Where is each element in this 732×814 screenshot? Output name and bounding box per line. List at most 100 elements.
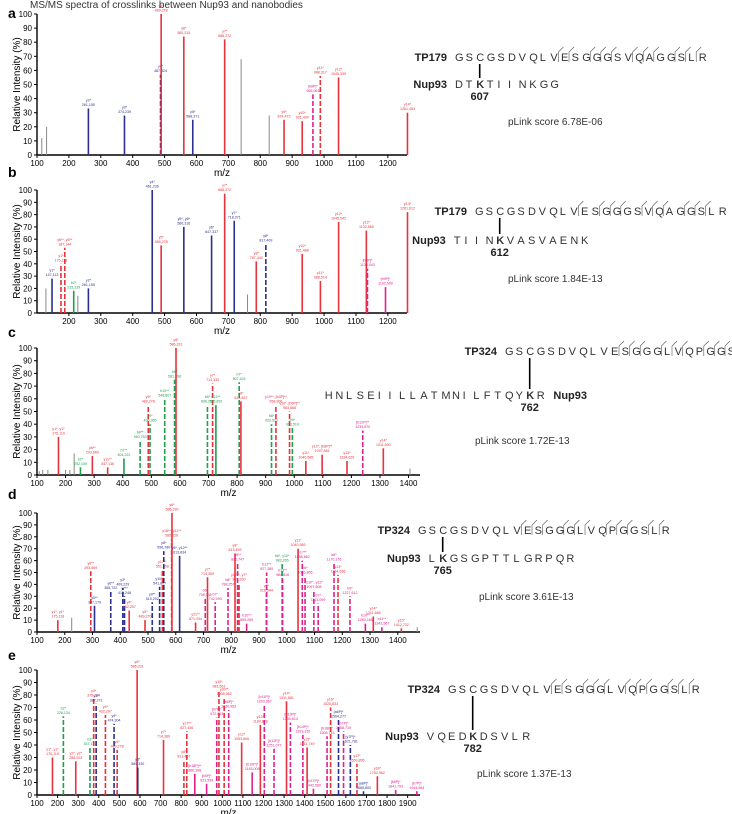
residue: L [399,390,405,402]
peak-label: y8* [238,391,244,395]
peak: y19**, [b3P]**958,906 [265,395,287,475]
residue: S [698,206,705,218]
peak-label: y12* [335,67,343,71]
fragment-mark [635,678,642,694]
peak-label: y9** [149,592,156,596]
residue: V [618,684,626,696]
peak: b11**1342,567 [374,617,389,632]
residue: F [484,390,491,402]
peak: y7*688,372 [218,184,231,313]
fragment-mark [641,200,648,216]
x-tick-label: 800 [174,799,188,808]
peak-label: [a6P]* [334,710,344,714]
panel-letter: a [8,5,16,21]
residue: G [649,684,658,696]
peak-label: [b18P]* [321,726,333,730]
residue: L [429,553,435,565]
y-tick-label: 30 [23,109,32,118]
peak-label: y8* [263,234,269,238]
y-axis-label: Relative Intensity (%) [12,364,23,458]
residue: N [486,235,494,247]
residue: Q [505,390,514,402]
fragment-mark [568,46,575,62]
residue: V [588,525,596,537]
residue: Q [492,525,501,537]
peak-label: y6* [173,338,179,342]
peak-value: 560,316 [177,221,190,225]
fragment-mark [688,678,695,694]
peak: y13*1184,626 [340,451,354,475]
peak: b9*993,519 [286,418,299,475]
peak: b17**1055,862 [295,551,310,632]
peak-label: b5* [172,370,178,374]
residue: L [577,525,583,537]
residue: H [325,390,333,402]
x-tick-label: 700 [202,479,216,488]
y-tick-label: 80 [23,211,32,220]
peak-value: 827,930 [233,578,246,582]
peak: y5*588,371 [186,110,199,155]
peak: y5*489,270 [139,610,152,632]
y-tick-label: 20 [23,446,32,455]
residue: V [550,52,558,64]
x-tick-label: 1200 [379,159,397,168]
peak: y6*647,337 [205,226,218,313]
fragment-mark [653,46,660,62]
residue: D [558,346,566,358]
peak: [b11P]*1203,967 [257,695,272,795]
residue: D [471,525,479,537]
residue: R [699,52,707,64]
peak: y12*1093,806 [234,733,249,795]
residue: S [429,525,436,537]
y-tick-label: 50 [23,248,32,257]
fragment-mark [584,519,591,535]
peak-value: 647,337 [205,230,218,234]
residue: L [590,346,596,358]
peak-label: y11* [317,271,325,275]
peak-value: 1311,686 [366,611,381,615]
peak: y17**827,436 [180,721,193,795]
x-tick-label: 500 [145,479,159,488]
residue: G [487,52,496,64]
y-tick-label: 80 [23,691,32,700]
residue: G [545,525,554,537]
peak-value: 175,118 [51,615,64,619]
peak-value: 1311,690 [376,443,391,447]
peak: b7*1113,099 [311,593,325,632]
residue: S [547,346,554,358]
fragment-mark [714,340,720,356]
residue: L [540,52,546,64]
peak: y11*1040,585 [298,451,313,475]
fragment-mark [678,678,684,694]
peak-value: 347,136 [101,462,114,466]
peak-value: 874,473 [278,114,291,118]
peak: y12*1045,542 [331,212,346,313]
residue: S [622,346,629,358]
peak-label: y16* [327,698,335,702]
peak: b9*495,365 [144,414,157,475]
fragment-mark [600,46,607,62]
peak: y14*1311,681 [279,691,294,795]
peak-value: 415,248 [118,591,131,595]
peak: [b8P]*1136,043 [360,259,375,313]
peak-value: 489,278 [155,240,168,244]
peak-label: b12** [262,563,271,567]
x-tick-label: 1300 [275,799,293,808]
peak-label: b10** [242,614,251,618]
peak-label: b9* [147,414,153,418]
peak: y8*813,457 [177,750,190,795]
peak: b10**1283,165 [358,614,373,632]
x-tick-label: 500 [158,317,172,326]
peak-label: y4* [127,601,133,605]
residue: L [533,684,539,696]
y-tick-label: 50 [23,81,32,90]
peak-value: 589,330 [131,762,144,766]
peak-label: b10** [361,614,370,618]
peak: [b9P]*1192,590 [378,277,393,313]
fragment-mark [611,46,617,62]
peak-value: 1564,277 [331,715,346,719]
x-tick-label: 1100 [347,317,365,326]
residue: S [486,206,493,218]
peak-label: y6** [107,582,114,586]
peak-value: 725,892 [209,400,222,404]
